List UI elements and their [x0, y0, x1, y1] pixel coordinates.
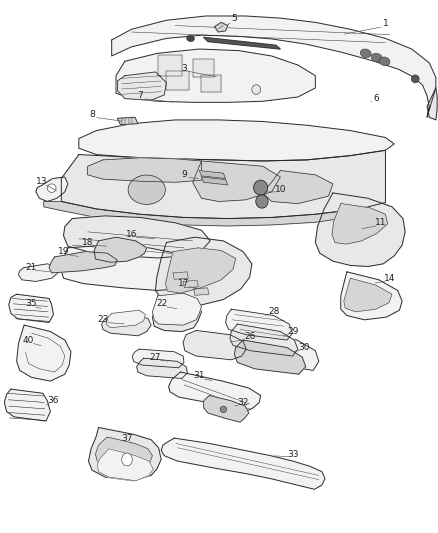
- Ellipse shape: [47, 184, 56, 192]
- Polygon shape: [88, 427, 161, 481]
- Polygon shape: [427, 88, 437, 120]
- Polygon shape: [112, 16, 436, 117]
- Text: 30: 30: [299, 343, 310, 352]
- Text: 8: 8: [89, 110, 95, 119]
- Text: 10: 10: [275, 185, 286, 193]
- Polygon shape: [152, 298, 201, 332]
- Polygon shape: [215, 22, 228, 32]
- Text: 7: 7: [137, 92, 143, 100]
- Text: 26: 26: [244, 333, 255, 341]
- Polygon shape: [117, 72, 166, 100]
- Polygon shape: [17, 325, 71, 381]
- Polygon shape: [194, 288, 209, 295]
- Text: 36: 36: [47, 397, 58, 405]
- Text: 22: 22: [156, 300, 168, 308]
- Polygon shape: [106, 310, 145, 328]
- Polygon shape: [132, 349, 184, 368]
- Text: 17: 17: [178, 279, 190, 288]
- Polygon shape: [137, 358, 187, 378]
- Polygon shape: [315, 193, 405, 266]
- Polygon shape: [332, 204, 388, 244]
- Polygon shape: [97, 449, 153, 481]
- Polygon shape: [201, 177, 228, 185]
- Polygon shape: [94, 237, 147, 262]
- Polygon shape: [79, 120, 394, 161]
- Circle shape: [122, 453, 132, 466]
- Polygon shape: [199, 171, 226, 179]
- Text: 11: 11: [375, 219, 387, 227]
- Ellipse shape: [371, 53, 382, 62]
- Text: 31: 31: [194, 372, 205, 380]
- Text: 33: 33: [288, 450, 299, 458]
- Polygon shape: [193, 161, 280, 201]
- Ellipse shape: [411, 75, 419, 83]
- Text: 35: 35: [25, 300, 36, 308]
- Polygon shape: [193, 59, 214, 77]
- Polygon shape: [9, 294, 53, 322]
- Polygon shape: [155, 237, 252, 305]
- Polygon shape: [169, 372, 261, 411]
- Polygon shape: [64, 216, 210, 258]
- Polygon shape: [158, 55, 182, 76]
- Polygon shape: [88, 158, 201, 182]
- Ellipse shape: [145, 79, 156, 91]
- Polygon shape: [18, 264, 58, 281]
- Text: 5: 5: [231, 14, 237, 23]
- Text: 37: 37: [121, 434, 133, 442]
- Text: 18: 18: [82, 238, 93, 247]
- Ellipse shape: [379, 57, 390, 66]
- Polygon shape: [102, 316, 151, 336]
- Polygon shape: [152, 293, 201, 325]
- Polygon shape: [251, 330, 319, 370]
- Text: 1: 1: [382, 20, 389, 28]
- Text: 28: 28: [268, 308, 279, 316]
- Ellipse shape: [220, 406, 227, 413]
- Polygon shape: [183, 280, 198, 288]
- Ellipse shape: [256, 195, 268, 208]
- Text: 13: 13: [36, 177, 47, 185]
- Polygon shape: [201, 75, 221, 92]
- Polygon shape: [4, 389, 50, 421]
- Polygon shape: [166, 248, 236, 293]
- Text: 9: 9: [181, 171, 187, 179]
- Polygon shape: [161, 438, 325, 489]
- Text: 23: 23: [97, 316, 109, 324]
- Ellipse shape: [252, 85, 261, 94]
- Polygon shape: [344, 278, 392, 312]
- Polygon shape: [117, 117, 138, 125]
- Polygon shape: [60, 245, 210, 290]
- Polygon shape: [263, 171, 333, 204]
- Text: 27: 27: [150, 353, 161, 361]
- Polygon shape: [61, 150, 385, 219]
- Ellipse shape: [360, 49, 371, 58]
- Polygon shape: [204, 37, 280, 49]
- Polygon shape: [341, 272, 402, 320]
- Polygon shape: [183, 330, 246, 360]
- Text: 14: 14: [384, 274, 396, 282]
- Text: 3: 3: [181, 64, 187, 72]
- Polygon shape: [204, 395, 249, 422]
- Polygon shape: [166, 71, 189, 90]
- Text: 29: 29: [288, 327, 299, 336]
- Polygon shape: [36, 177, 68, 201]
- Polygon shape: [116, 49, 315, 102]
- Polygon shape: [230, 324, 298, 356]
- Text: 6: 6: [374, 94, 380, 103]
- Text: 16: 16: [126, 230, 137, 239]
- Polygon shape: [49, 252, 117, 273]
- Text: 40: 40: [23, 336, 34, 344]
- Polygon shape: [226, 309, 293, 340]
- Polygon shape: [173, 272, 188, 279]
- Ellipse shape: [128, 175, 166, 205]
- Text: 21: 21: [25, 263, 36, 272]
- Text: 32: 32: [237, 398, 249, 407]
- Polygon shape: [95, 437, 152, 470]
- Text: 19: 19: [58, 247, 69, 256]
- Ellipse shape: [254, 180, 268, 195]
- Ellipse shape: [187, 35, 194, 42]
- Polygon shape: [44, 201, 359, 226]
- Polygon shape: [234, 340, 306, 374]
